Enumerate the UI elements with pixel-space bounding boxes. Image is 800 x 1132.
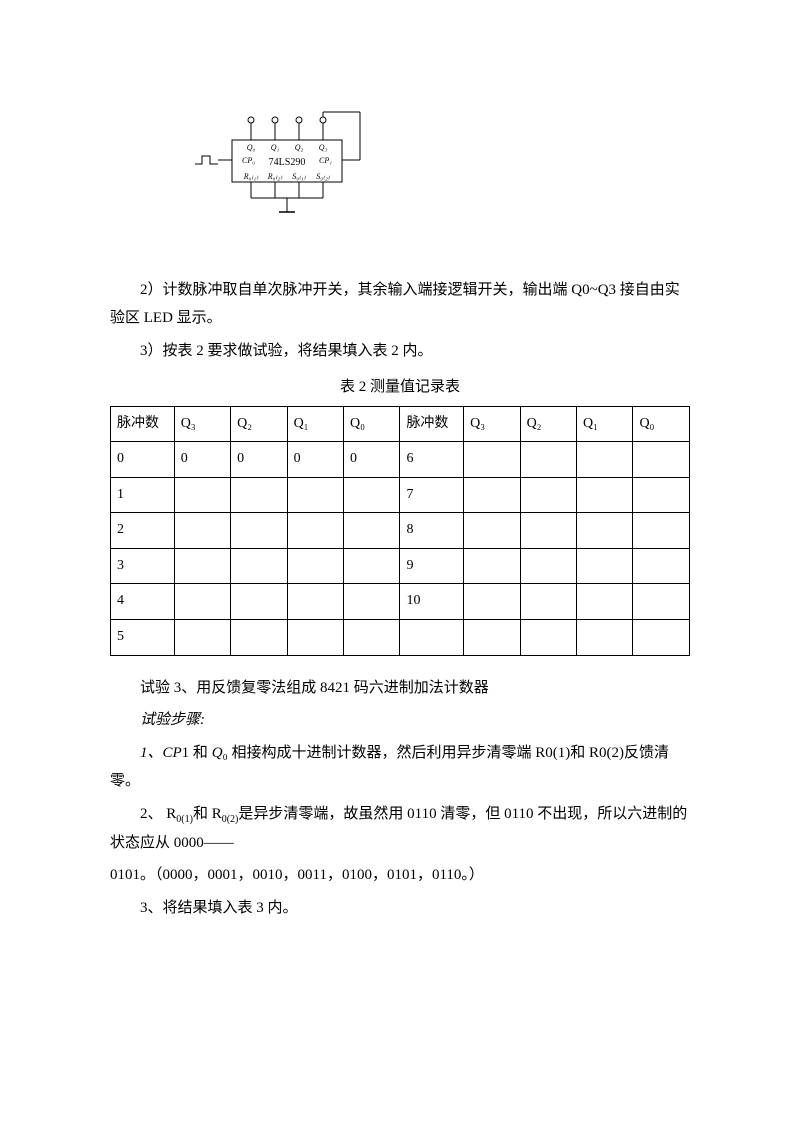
table-row: 000006 (111, 442, 690, 478)
col-q2-b: Q₂ (520, 406, 576, 442)
col-pulse-a: 脉冲数 (111, 406, 175, 442)
table-header-row: 脉冲数 Q₃ Q₂ Q₁ Q₀ 脉冲数 Q₃ Q₂ Q₁ Q₀ (111, 406, 690, 442)
step-3: 3、将结果填入表 3 内。 (110, 894, 690, 923)
step-2-line2: 0101。（0000，0001，0010，0011，0100，0101，0110… (110, 861, 690, 890)
step-1: 1、CP1 和 Q₀ 相接构成十进制计数器，然后利用异步清零端 R0(1)和 R… (110, 739, 690, 796)
svg-text:R₀₍₁₎: R₀₍₁₎ (243, 172, 259, 181)
step-2: 2、 R0(1)和 R0(2)是异步清零端，故虽然用 0110 清零，但 011… (110, 800, 690, 858)
trial-3-title: 试验 3、用反馈复零法组成 8421 码六进制加法计数器 (110, 674, 690, 703)
table-2-title: 表 2 测量值记录表 (110, 373, 690, 402)
svg-text:Q₁: Q₁ (271, 143, 280, 152)
col-q3-b: Q₃ (464, 406, 520, 442)
svg-text:S₉₍₁₎: S₉₍₁₎ (292, 172, 307, 181)
circuit-diagram: 74LS290 Q₀ Q₁ Q₂ Q₃ CP₀ (190, 100, 690, 241)
col-q1-b: Q₁ (577, 406, 633, 442)
svg-text:CP₀: CP₀ (242, 156, 255, 165)
paragraph-2: 2）计数脉冲取自单次脉冲开关，其余输入端接逻辑开关，输出端 Q0~Q3 接自由实… (110, 276, 690, 333)
table-row: 5 (111, 620, 690, 656)
col-q3-a: Q₃ (174, 406, 230, 442)
paragraph-3: 3）按表 2 要求做试验，将结果填入表 2 内。 (110, 337, 690, 366)
col-q0-b: Q₀ (633, 406, 690, 442)
table-row: 28 (111, 513, 690, 549)
chip-label: 74LS290 (269, 157, 306, 168)
col-q1-a: Q₁ (287, 406, 343, 442)
chip-diagram-svg: 74LS290 Q₀ Q₁ Q₂ Q₃ CP₀ (190, 100, 380, 230)
svg-text:Q₃: Q₃ (319, 143, 328, 152)
measurement-table: 脉冲数 Q₃ Q₂ Q₁ Q₀ 脉冲数 Q₃ Q₂ Q₁ Q₀ 000006 1… (110, 406, 690, 656)
col-pulse-b: 脉冲数 (400, 406, 464, 442)
table-row: 410 (111, 584, 690, 620)
svg-text:Q₂: Q₂ (295, 143, 304, 152)
svg-text:R₀₍₂₎: R₀₍₂₎ (267, 172, 283, 181)
col-q0-a: Q₀ (344, 406, 400, 442)
svg-text:CP₁: CP₁ (319, 156, 332, 165)
svg-text:Q₀: Q₀ (247, 143, 256, 152)
table-row: 17 (111, 477, 690, 513)
col-q2-a: Q₂ (231, 406, 287, 442)
steps-title: 试验步骤: (110, 706, 690, 735)
svg-text:S₉₍₂₎: S₉₍₂₎ (316, 172, 331, 181)
table-row: 39 (111, 548, 690, 584)
